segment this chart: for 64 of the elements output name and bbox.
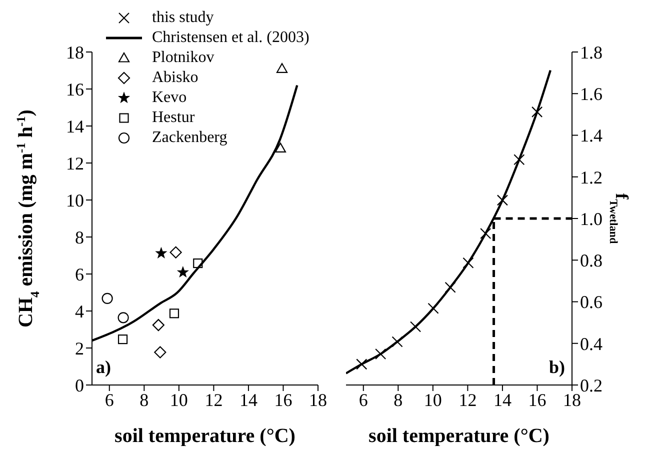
y-tick-label: 0.6 [580,292,602,312]
legend-label: Christensen et al. (2003) [152,28,310,48]
x-tick-label: 6 [104,390,114,410]
legend-label: Abisko [152,68,198,88]
point [480,228,492,240]
point [177,266,188,278]
x-tick-label: 8 [140,390,149,410]
y-tick-label: 1.2 [580,167,602,188]
legend-label: Plotnikov [152,48,214,68]
text: this study [152,9,214,26]
x-tick-label: 18 [309,390,327,410]
point [118,334,128,344]
point [514,154,525,166]
annotation: a) [96,357,111,378]
point [118,312,129,324]
point [392,336,403,348]
y-tick-label: 0.8 [580,250,602,271]
point [169,308,180,318]
point [193,258,203,268]
x-tick-label: 10 [170,390,188,410]
x-tick-label: 10 [424,390,442,410]
x-axis-title: soil temperature (°C) [368,425,550,447]
point [356,358,368,370]
y-tick-label: 4 [75,301,84,322]
y-tick-label: 1.8 [580,42,602,62]
point [462,257,474,268]
point [154,346,166,358]
y-tick-label: 6 [75,264,84,284]
point [375,348,386,360]
point [276,63,288,73]
x-tick-label: 12 [458,390,477,410]
legend-label: Kevo [152,88,187,108]
y-tick-label: 1.0 [580,208,602,229]
x-tick-label: 18 [563,390,581,410]
y-tick-label: 16 [66,79,84,100]
x-tick-label: 6 [358,390,368,410]
y-tick-label: 14 [66,116,84,136]
y-tick-label: 0.4 [580,334,602,354]
y-tick-label: 2 [75,338,84,358]
y-tick-label: 0 [75,375,84,396]
point [102,292,113,304]
y-tick-label: 18 [66,42,84,62]
point [496,194,508,206]
y-tick-label: 1.4 [580,126,602,146]
legend-label: Zackenberg [152,128,228,148]
point [532,106,543,118]
y-tick-label: 8 [75,227,84,248]
x-tick-label: 16 [528,390,546,410]
y-tick-label: 0.2 [580,375,602,396]
x-tick-label: 16 [274,390,292,410]
y-tick-label: 1.6 [580,84,602,104]
x-tick-label: 14 [239,390,258,410]
annotation: b) [549,357,566,378]
point [274,142,286,152]
y-tick-label: 10 [66,190,84,210]
x-axis-title: soil temperature (°C) [114,425,296,447]
point [152,319,164,332]
y-tick-label: 12 [66,153,84,174]
point [170,246,182,258]
point [156,247,167,258]
x-tick-label: 14 [493,390,512,410]
legend-label: Hestur [152,108,195,128]
x-tick-label: 8 [394,390,403,410]
x-tick-label: 12 [204,390,223,410]
